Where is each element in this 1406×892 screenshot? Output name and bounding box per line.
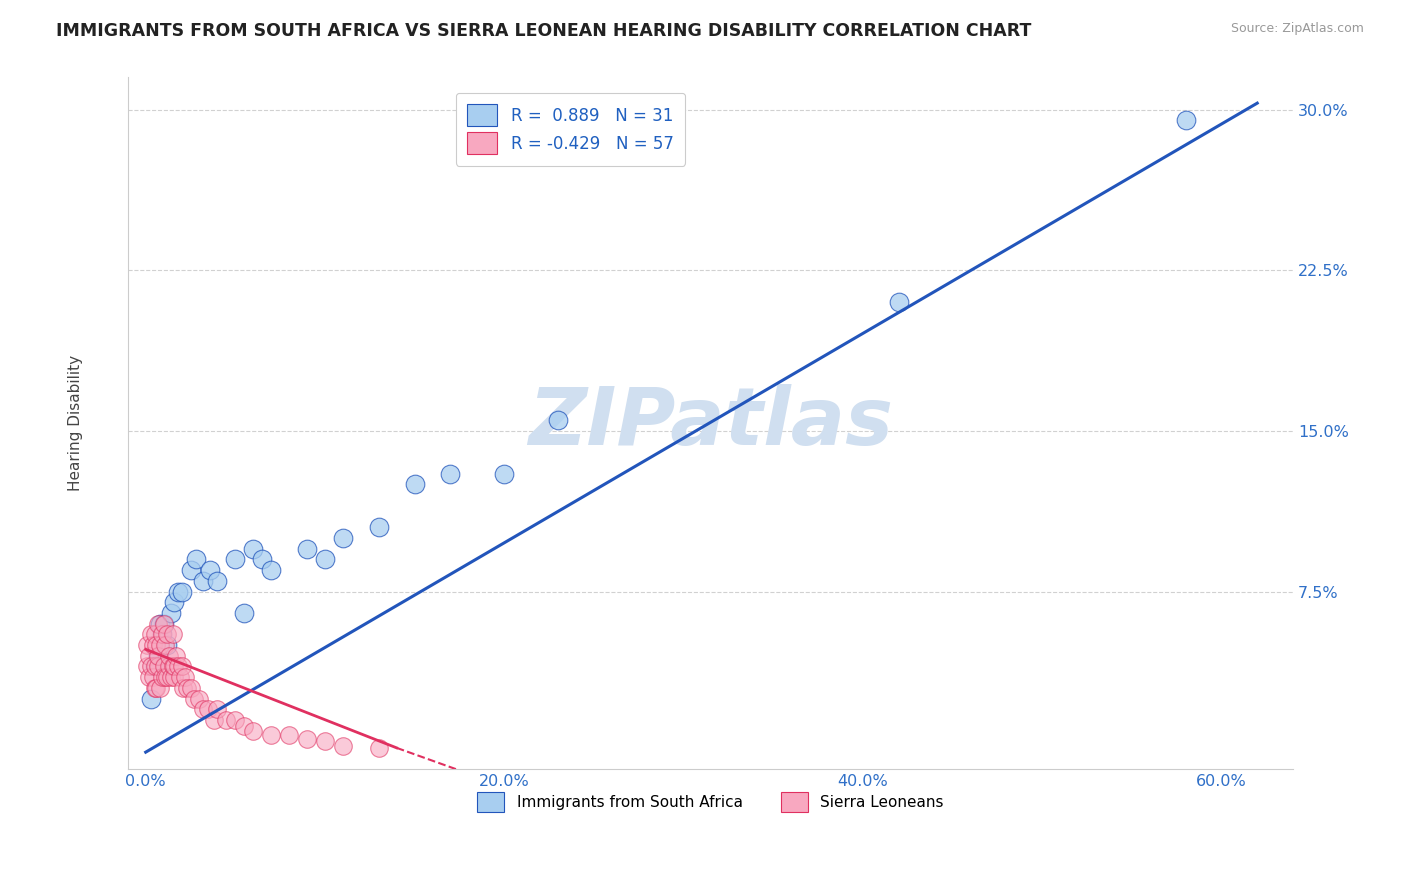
Legend: Immigrants from South Africa, Sierra Leoneans: Immigrants from South Africa, Sierra Leo… — [464, 780, 956, 824]
Point — [138, 670, 160, 684]
Text: Hearing Disability: Hearing Disability — [67, 355, 83, 491]
Point — [142, 670, 165, 684]
Point — [143, 659, 166, 673]
Point — [152, 616, 174, 631]
Point — [148, 659, 170, 673]
Point — [155, 670, 177, 684]
Point — [157, 648, 180, 663]
Point — [439, 467, 461, 481]
Point — [278, 728, 301, 742]
Point — [139, 627, 162, 641]
Point — [163, 670, 186, 684]
Point — [162, 627, 184, 641]
Point — [142, 638, 165, 652]
Point — [139, 691, 162, 706]
Point — [167, 659, 190, 673]
Point — [494, 467, 516, 481]
Point — [332, 531, 354, 545]
Point — [188, 691, 211, 706]
Point — [200, 563, 222, 577]
Point — [143, 681, 166, 695]
Point — [170, 659, 193, 673]
Point — [145, 681, 167, 695]
Point — [184, 552, 207, 566]
Text: IMMIGRANTS FROM SOUTH AFRICA VS SIERRA LEONEAN HEARING DISABILITY CORRELATION CH: IMMIGRANTS FROM SOUTH AFRICA VS SIERRA L… — [56, 22, 1032, 40]
Point — [149, 616, 172, 631]
Point — [148, 648, 170, 663]
Point — [242, 541, 264, 556]
Point — [143, 659, 166, 673]
Point — [136, 638, 159, 652]
Point — [156, 670, 179, 684]
Point — [148, 648, 170, 663]
Point — [887, 295, 910, 310]
Point — [295, 541, 318, 556]
Text: ZIPatlas: ZIPatlas — [527, 384, 893, 462]
Point — [233, 719, 256, 733]
Point — [149, 638, 172, 652]
Point — [155, 638, 177, 652]
Point — [233, 606, 256, 620]
Point — [242, 723, 264, 738]
Point — [156, 627, 179, 641]
Point — [165, 648, 187, 663]
Point — [367, 520, 389, 534]
Point — [157, 659, 180, 673]
Point — [207, 702, 229, 716]
Point — [1174, 113, 1197, 128]
Point — [191, 702, 214, 716]
Point — [314, 552, 336, 566]
Point — [191, 574, 214, 588]
Point — [162, 659, 184, 673]
Point — [197, 702, 219, 716]
Point — [150, 627, 173, 641]
Point — [170, 584, 193, 599]
Point — [260, 728, 283, 742]
Point — [152, 659, 174, 673]
Point — [547, 413, 569, 427]
Point — [152, 616, 174, 631]
Point — [295, 732, 318, 747]
Point — [224, 713, 246, 727]
Point — [156, 638, 179, 652]
Point — [404, 477, 426, 491]
Point — [139, 659, 162, 673]
Point — [367, 740, 389, 755]
Point — [138, 648, 160, 663]
Point — [149, 681, 172, 695]
Point — [180, 681, 202, 695]
Point — [169, 670, 191, 684]
Point — [174, 670, 197, 684]
Point — [167, 584, 190, 599]
Point — [145, 638, 167, 652]
Text: Source: ZipAtlas.com: Source: ZipAtlas.com — [1230, 22, 1364, 36]
Point — [252, 552, 274, 566]
Point — [150, 627, 173, 641]
Point — [176, 681, 198, 695]
Point — [172, 681, 194, 695]
Point — [159, 606, 181, 620]
Point — [150, 670, 173, 684]
Point — [136, 659, 159, 673]
Point — [207, 574, 229, 588]
Point — [224, 552, 246, 566]
Point — [202, 713, 225, 727]
Point — [332, 739, 354, 753]
Point — [163, 595, 186, 609]
Point — [148, 616, 170, 631]
Point — [215, 713, 238, 727]
Point — [183, 691, 205, 706]
Point — [159, 670, 181, 684]
Point — [143, 627, 166, 641]
Point — [260, 563, 283, 577]
Point — [180, 563, 202, 577]
Point — [163, 659, 186, 673]
Point — [314, 734, 336, 748]
